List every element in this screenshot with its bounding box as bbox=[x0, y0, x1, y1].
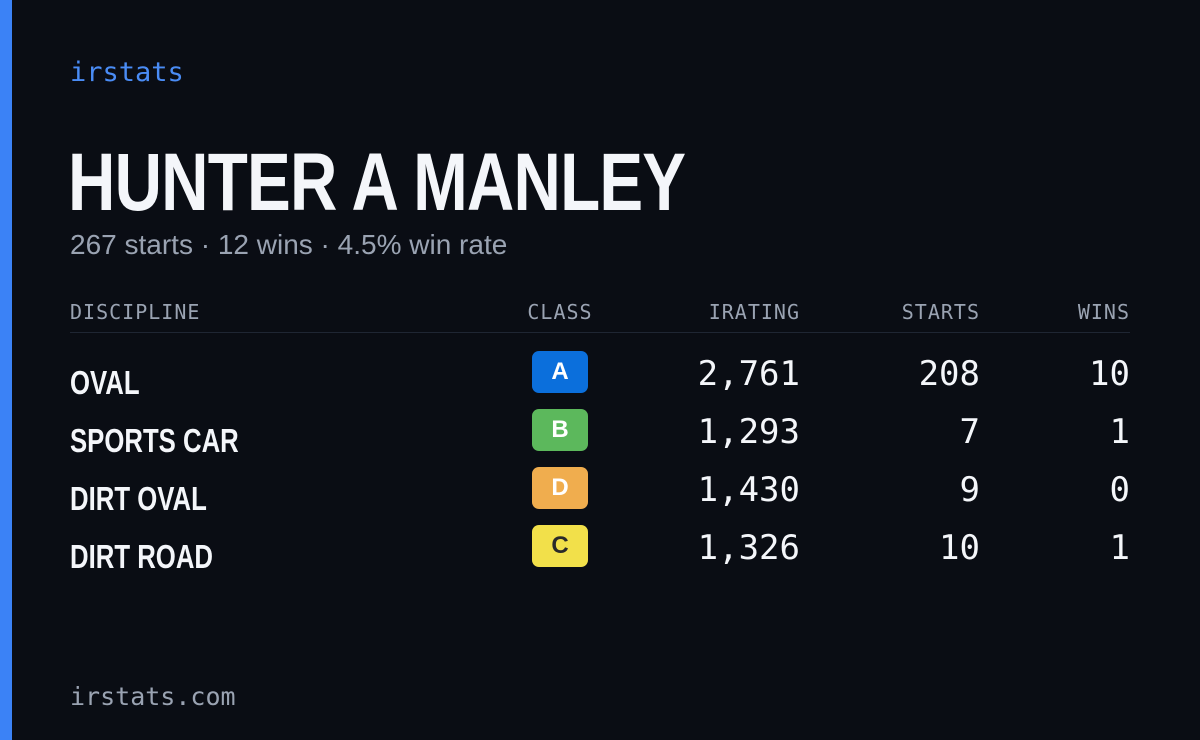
starts-value: 10 bbox=[939, 528, 980, 568]
header-irating: IRATING bbox=[708, 300, 800, 324]
irating-value: 2,761 bbox=[697, 354, 800, 394]
license-table: DISCIPLINE CLASS IRATING STARTS WINS OVA… bbox=[70, 296, 1130, 581]
class-badge: A bbox=[532, 351, 588, 393]
footer-url: irstats.com bbox=[70, 682, 236, 711]
class-badge: B bbox=[532, 409, 588, 451]
irating-value: 1,293 bbox=[697, 412, 800, 452]
discipline-name: SPORTS CAR bbox=[70, 422, 239, 459]
table-row: SPORTS CAR B 1,293 7 1 bbox=[70, 407, 1130, 465]
table-row: DIRT ROAD C 1,326 10 1 bbox=[70, 523, 1130, 581]
wins-value: 10 bbox=[1089, 354, 1130, 394]
brand-logo-text: irstats bbox=[70, 57, 184, 88]
wins-value: 1 bbox=[1109, 412, 1130, 452]
table-header-row: DISCIPLINE CLASS IRATING STARTS WINS bbox=[70, 296, 1130, 333]
wins-value: 1 bbox=[1109, 528, 1130, 568]
discipline-name: OVAL bbox=[70, 364, 140, 401]
irating-value: 1,326 bbox=[697, 528, 800, 568]
table-body: OVAL A 2,761 208 10 SPORTS CAR B 1,293 7… bbox=[70, 349, 1130, 581]
starts-value: 9 bbox=[959, 470, 980, 510]
player-summary: 267 starts · 12 wins · 4.5% win rate bbox=[70, 229, 508, 260]
wins-value: 0 bbox=[1109, 470, 1130, 510]
starts-value: 208 bbox=[918, 354, 980, 394]
class-badge: C bbox=[532, 525, 588, 567]
player-name: HUNTER A MANLEY bbox=[68, 137, 686, 228]
class-badge: D bbox=[532, 467, 588, 509]
discipline-name: DIRT OVAL bbox=[70, 480, 207, 517]
header-wins: WINS bbox=[1077, 300, 1130, 324]
starts-value: 7 bbox=[959, 412, 980, 452]
irating-value: 1,430 bbox=[697, 470, 800, 510]
header-class: CLASS bbox=[527, 300, 593, 324]
header-starts: STARTS bbox=[901, 300, 980, 324]
discipline-name: DIRT ROAD bbox=[70, 538, 213, 575]
accent-bar bbox=[0, 0, 12, 740]
table-row: OVAL A 2,761 208 10 bbox=[70, 349, 1130, 407]
table-row: DIRT OVAL D 1,430 9 0 bbox=[70, 465, 1130, 523]
header-discipline: DISCIPLINE bbox=[70, 300, 201, 324]
